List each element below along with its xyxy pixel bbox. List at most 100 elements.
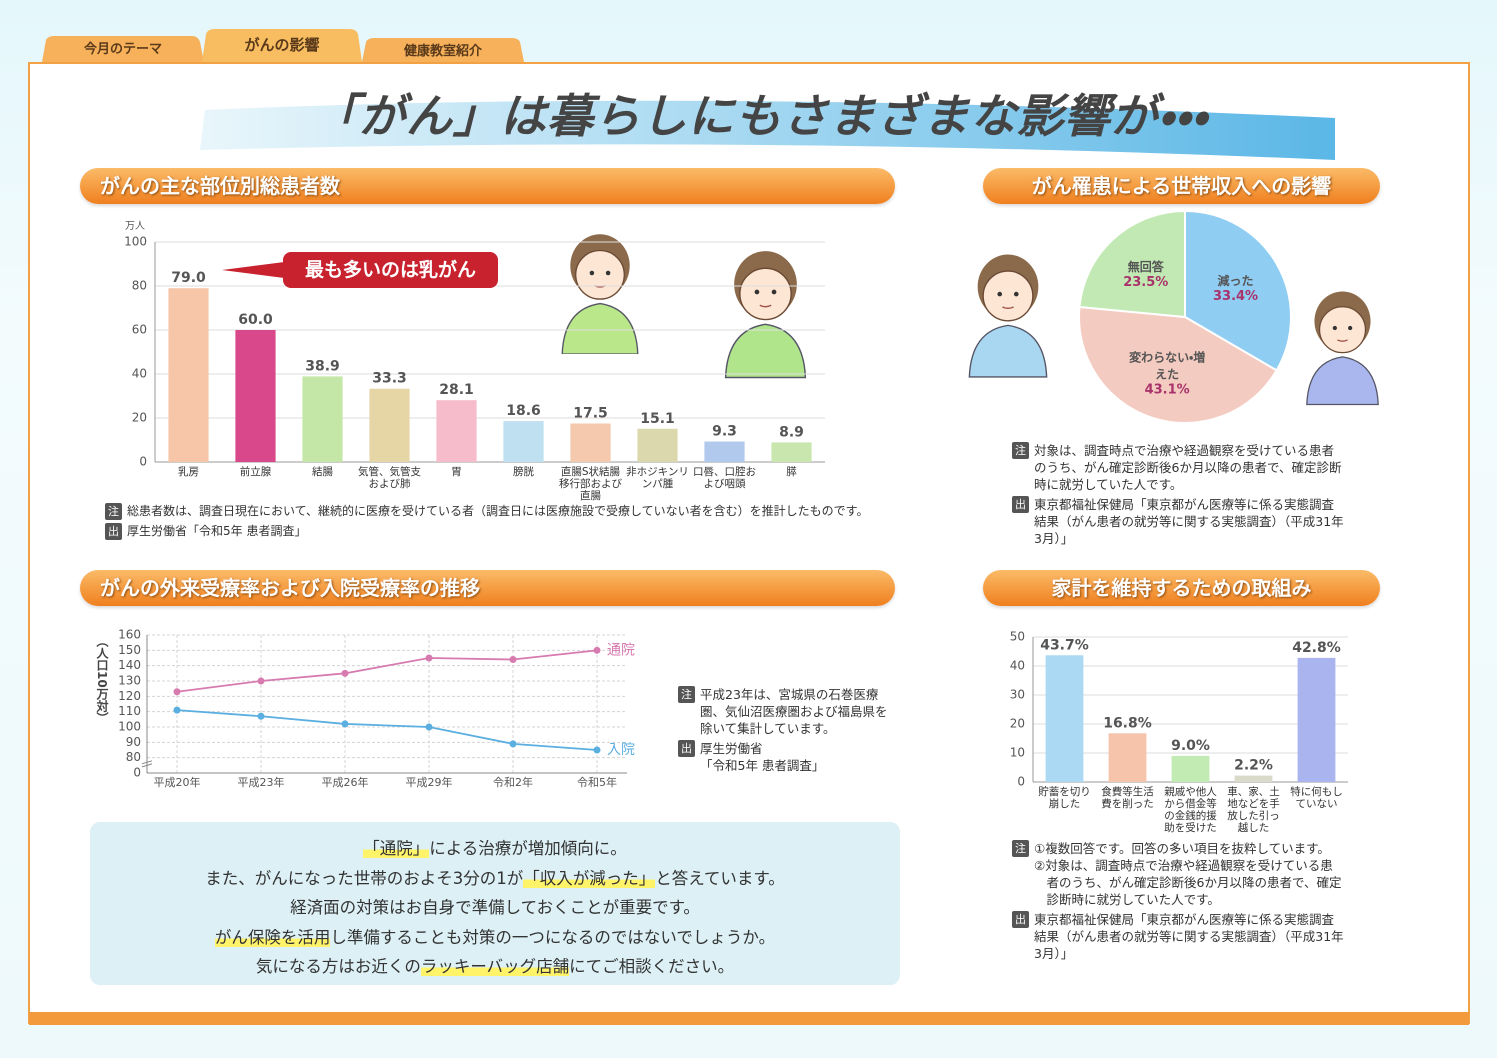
slice-name: 無回答: [1127, 259, 1164, 274]
note-text: 平成23年は、宮城県の石巻医療 圏、気仙沼医療圏および福島県を 除いて集計しています…: [700, 686, 888, 737]
y-tick-label: 40: [132, 367, 147, 381]
value-label: 9.3: [712, 424, 737, 440]
y-tick-label: 20: [132, 411, 147, 425]
point: [173, 688, 181, 696]
series-label: 通院: [607, 642, 635, 658]
tab[interactable]: 健康教室紹介: [403, 44, 482, 59]
slice-name: 減った: [1217, 273, 1254, 288]
message-line: 気になる方はお近くのラッキーバッグ店舗にてご相談ください。: [90, 952, 900, 982]
value-label: 60.0: [238, 312, 273, 328]
point: [257, 712, 265, 720]
x-tick-label: 膵: [786, 466, 797, 478]
title-banner: [200, 100, 1335, 160]
note-text: ①複数回答です。回答の多い項目を抜粋しています。 ②対象は、調査時点で治療や経過観…: [1034, 840, 1341, 908]
tab[interactable]: がんの影響: [244, 36, 320, 54]
note-mark: 出: [678, 740, 695, 757]
note-line: 時に就労していた人です。: [1034, 477, 1183, 492]
note-mark: 出: [1012, 911, 1029, 928]
x-tick-label: 平成26年: [322, 775, 369, 789]
y-tick-label: 80: [132, 279, 147, 293]
y-tick-label: 160: [118, 628, 141, 642]
section-heading: 家計を維持するための取組み: [983, 570, 1380, 606]
y-tick-label: 100: [124, 235, 147, 249]
annotation-pointer: [222, 261, 292, 279]
slice-value: 33.4%: [1212, 288, 1259, 304]
text: と答えています。: [655, 868, 785, 888]
notes: 注平成23年は、宮城県の石巻医療 圏、気仙沼医療圏および福島県を 除いて集計していま…: [678, 686, 913, 777]
note-text: 東京都福祉保健局「東京都がん医療等に係る実態調査 結果（がん患者の就労等に関する実…: [1034, 911, 1344, 962]
note: 出東京都福祉保健局「東京都がん医療等に係る実態調査 結果（がん患者の就労等に関する…: [1012, 911, 1392, 962]
unit-label: 万人: [125, 221, 145, 232]
pie-chart: 減った 33.4% 変わらない・増えた 43.1% 無回答 23.5%: [1075, 207, 1295, 427]
tab-shape: [362, 38, 524, 62]
value-label: 17.5: [573, 406, 608, 422]
note-mark: 出: [1012, 496, 1029, 513]
message-box: 「通院」による治療が増加傾向に。 また、がんになった世帯のおよそ3分の1が「収入…: [90, 822, 900, 985]
y-tick-label: 60: [132, 323, 147, 337]
note-line: 圏、気仙沼医療圏および福島県を: [700, 704, 888, 719]
plot: [1078, 209, 1292, 424]
series-line: [176, 709, 598, 751]
y-tick-label: 110: [118, 704, 141, 718]
note-line: ②対象は、調査時点で治療や経過観察を受けている患: [1034, 858, 1333, 873]
bar: [436, 400, 477, 462]
point: [341, 720, 349, 728]
note-mark: 注: [1012, 442, 1029, 459]
tab[interactable]: 今月のテーマ: [83, 42, 162, 57]
bar: [503, 421, 544, 462]
x-tick-label: 貯蓄を切り崩した: [1038, 786, 1091, 811]
y-tick-label: 90: [126, 735, 141, 749]
note-mark: 出: [105, 523, 122, 540]
bar: [570, 423, 611, 462]
y-tick-label: 30: [1010, 688, 1025, 702]
note: 出東京都福祉保健局「東京都がん医療等に係る実態調査 結果（がん患者の就労等に関する…: [1012, 496, 1392, 547]
section-heading: がん罹患による世帯収入への影響: [983, 168, 1380, 204]
note-text: 総患者数は、調査日現在において、継続的に医療を受けている者（調査日には医療施設で…: [127, 503, 869, 520]
x-tick-label: 前立腺: [239, 466, 272, 478]
bar: [637, 428, 678, 462]
bar: [1171, 755, 1210, 782]
pie-slice: [1078, 305, 1278, 424]
x-tick-label: 令和2年: [493, 775, 533, 789]
bar: [235, 330, 276, 462]
notes: 注 ①複数回答です。回答の多い項目を抜粋しています。 ②対象は、調査時点で治療や経過…: [1012, 840, 1392, 965]
x-tick-label: 平成29年: [406, 775, 453, 789]
x-tick-label: 結腸: [311, 466, 333, 478]
note: 出厚生労働省「令和5年 患者調査」: [105, 523, 975, 540]
highlight: がん保険を活用: [214, 927, 331, 947]
page-title: 「がん」は暮らしにもさまざまな影響が・・・: [312, 89, 1208, 143]
value-label: 28.1: [439, 382, 474, 398]
bar: [1297, 657, 1336, 782]
bar: [369, 388, 410, 462]
point: [341, 669, 349, 677]
value-label: 2.2%: [1234, 758, 1273, 774]
bar: [771, 442, 812, 462]
bar: [1045, 655, 1084, 782]
point: [593, 646, 601, 654]
text: 経済面の対策はお自身で準備しておくことが重要です。: [290, 898, 700, 917]
bar: [302, 376, 343, 462]
x-tick-label: 食費等生活費を削った: [1101, 786, 1154, 811]
x-tick-label: 平成23年: [238, 775, 285, 789]
y-tick-label: 80: [126, 750, 141, 764]
message-line: 「通院」による治療が増加傾向に。: [90, 834, 900, 864]
y-tick-label: 40: [1010, 659, 1025, 673]
value-label: 18.6: [506, 403, 541, 419]
note-line: 結果（がん患者の就労等に関する実態調査）（平成31年: [1034, 929, 1344, 944]
slice-label: 無回答 23.5%: [1106, 258, 1186, 290]
text: にてご相談ください。: [569, 957, 735, 976]
series-line: [176, 649, 598, 693]
note-line: のうち、がん確定診断後6か月以降の患者で、確定診断: [1034, 460, 1342, 475]
point: [425, 654, 433, 662]
note-line: 東京都福祉保健局「東京都がん医療等に係る実態調査: [1034, 497, 1335, 512]
value-label: 16.8%: [1103, 715, 1152, 731]
point: [509, 740, 517, 748]
x-tick-label: 親戚や他人から借金等の金銭的援助を受けた: [1164, 786, 1217, 835]
note-mark: 注: [1012, 840, 1029, 857]
notes: 注対象は、調査時点で治療や経過観察を受けている患者 のうち、がん確定診断後6か月以…: [1012, 442, 1392, 550]
bar: [1234, 775, 1273, 782]
y-tick-label: 0: [139, 455, 147, 469]
slice-value: 43.1%: [1144, 382, 1190, 397]
note-text: 厚生労働省「令和5年 患者調査」: [700, 740, 824, 774]
